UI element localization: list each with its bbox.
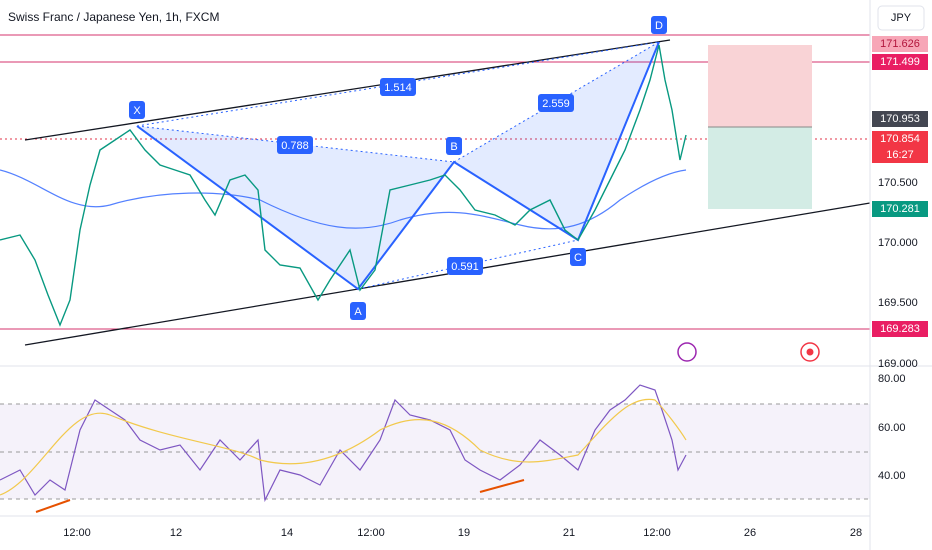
time-axis-label: 12:00: [643, 527, 671, 539]
currency-button: [877, 5, 925, 31]
price-label-bg: [872, 201, 928, 217]
pattern-ratio: 0.788: [281, 140, 309, 152]
time-axis-label: 12:00: [357, 527, 385, 539]
ratio-bg: [380, 78, 416, 96]
price-label-bg: [872, 131, 928, 147]
channel-lower: [24, 202, 871, 346]
pattern-ratio: 0.591: [451, 261, 479, 273]
divergence-line: [479, 479, 525, 493]
moving-average: [0, 169, 687, 230]
rsi-axis-label: 80.00: [878, 373, 906, 385]
ratio-bg: [447, 257, 483, 275]
price-axis-label: 170.500: [878, 177, 918, 189]
time-axis-label: 28: [850, 527, 862, 539]
rsi-ma: [0, 398, 687, 496]
time-axis-label: 21: [563, 527, 575, 539]
pattern-point: C: [574, 252, 582, 264]
rsi-levels: [0, 403, 870, 500]
price-axis-label: 170.000: [878, 237, 918, 249]
price-label: 16:27: [886, 149, 914, 161]
rsi-axis-label: 40.00: [878, 470, 906, 482]
price-label-bg: [872, 147, 928, 163]
time-axis-label: 12: [170, 527, 182, 539]
target-zone: [708, 127, 812, 209]
price-label-bg: [872, 321, 928, 337]
time-axis-label: 12:00: [63, 527, 91, 539]
chart-title: Swiss Franc / Japanese Yen, 1h, FXCM: [8, 10, 219, 24]
pattern-point-bg: [651, 16, 667, 34]
alert-dot: [806, 348, 814, 356]
pattern-ratio: 2.559: [542, 98, 570, 110]
rsi-line: [0, 384, 687, 503]
stop-zone: [708, 45, 812, 127]
divergence-line: [35, 499, 71, 513]
time-axis-label: 26: [744, 527, 756, 539]
pattern-xab: [137, 126, 454, 289]
price-label: 170.953: [880, 113, 920, 125]
time-axis-label: 14: [281, 527, 293, 539]
price-axis-label: 169.500: [878, 297, 918, 309]
pattern-point: B: [450, 141, 457, 153]
price-label: 170.854: [880, 133, 920, 145]
price-label: 170.281: [880, 203, 920, 215]
ratio-bg: [277, 136, 313, 154]
currency: JPY: [891, 12, 912, 24]
pattern-bcd: [454, 42, 659, 240]
price-label-bg: [872, 111, 928, 127]
pattern-point: D: [655, 20, 663, 32]
pattern-point-bg: [446, 137, 462, 155]
pattern-point-bg: [350, 302, 366, 320]
price-label: 169.283: [880, 323, 920, 335]
pattern-ratios-lines: [136, 41, 660, 290]
pattern-point: X: [133, 105, 141, 117]
price-label-bg: [872, 36, 928, 52]
rsi-axis-label: 60.00: [878, 422, 906, 434]
time-axis-label: 19: [458, 527, 470, 539]
price-label: 171.499: [880, 56, 920, 68]
price-axis-label: 169.000: [878, 358, 918, 370]
event-icon[interactable]: [677, 342, 697, 362]
pattern-ratio: 1.514: [384, 82, 412, 94]
price-path: [0, 44, 687, 327]
price-label: 171.626: [880, 38, 920, 50]
ratio-bg: [538, 94, 574, 112]
channel-upper: [24, 39, 671, 141]
alert-icon[interactable]: [800, 342, 820, 362]
pattern-point-bg: [129, 101, 145, 119]
price-label-bg: [872, 54, 928, 70]
pattern-point: A: [354, 306, 362, 318]
pattern-point-bg: [570, 248, 586, 266]
